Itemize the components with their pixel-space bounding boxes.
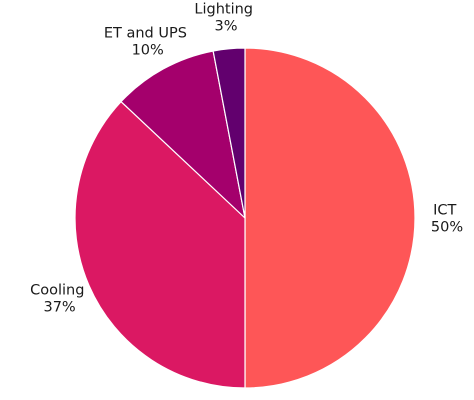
- slice-label-cooling-name: Cooling: [30, 283, 84, 299]
- slice-label-lighting-value: 3%: [214, 18, 237, 34]
- slice-label-lighting-name: Lighting: [194, 1, 253, 17]
- pie-slice-ict: [244, 47, 416, 389]
- slice-label-ict: ICT 50%: [431, 203, 463, 236]
- slice-label-lighting: Lighting 3%: [194, 1, 257, 34]
- slice-label-et-and-ups-name: ET and UPS: [104, 26, 187, 42]
- pie-slice-et-and-ups: [120, 50, 246, 219]
- pie-slice-lighting: [212, 47, 246, 219]
- slice-label-ict-value: 50%: [431, 220, 463, 236]
- pie-slices: [74, 47, 416, 389]
- slice-label-et-and-ups: ET and UPS 10%: [104, 26, 192, 59]
- pie-slice-cooling: [74, 101, 246, 389]
- slice-label-cooling: Cooling 37%: [30, 283, 89, 316]
- slice-label-ict-name: ICT: [433, 203, 456, 219]
- slice-label-et-and-ups-value: 10%: [132, 43, 164, 59]
- slice-label-cooling-value: 37%: [43, 300, 75, 316]
- pie-labels: ICT 50% Cooling 37% ET and UPS 10% Light…: [30, 1, 463, 315]
